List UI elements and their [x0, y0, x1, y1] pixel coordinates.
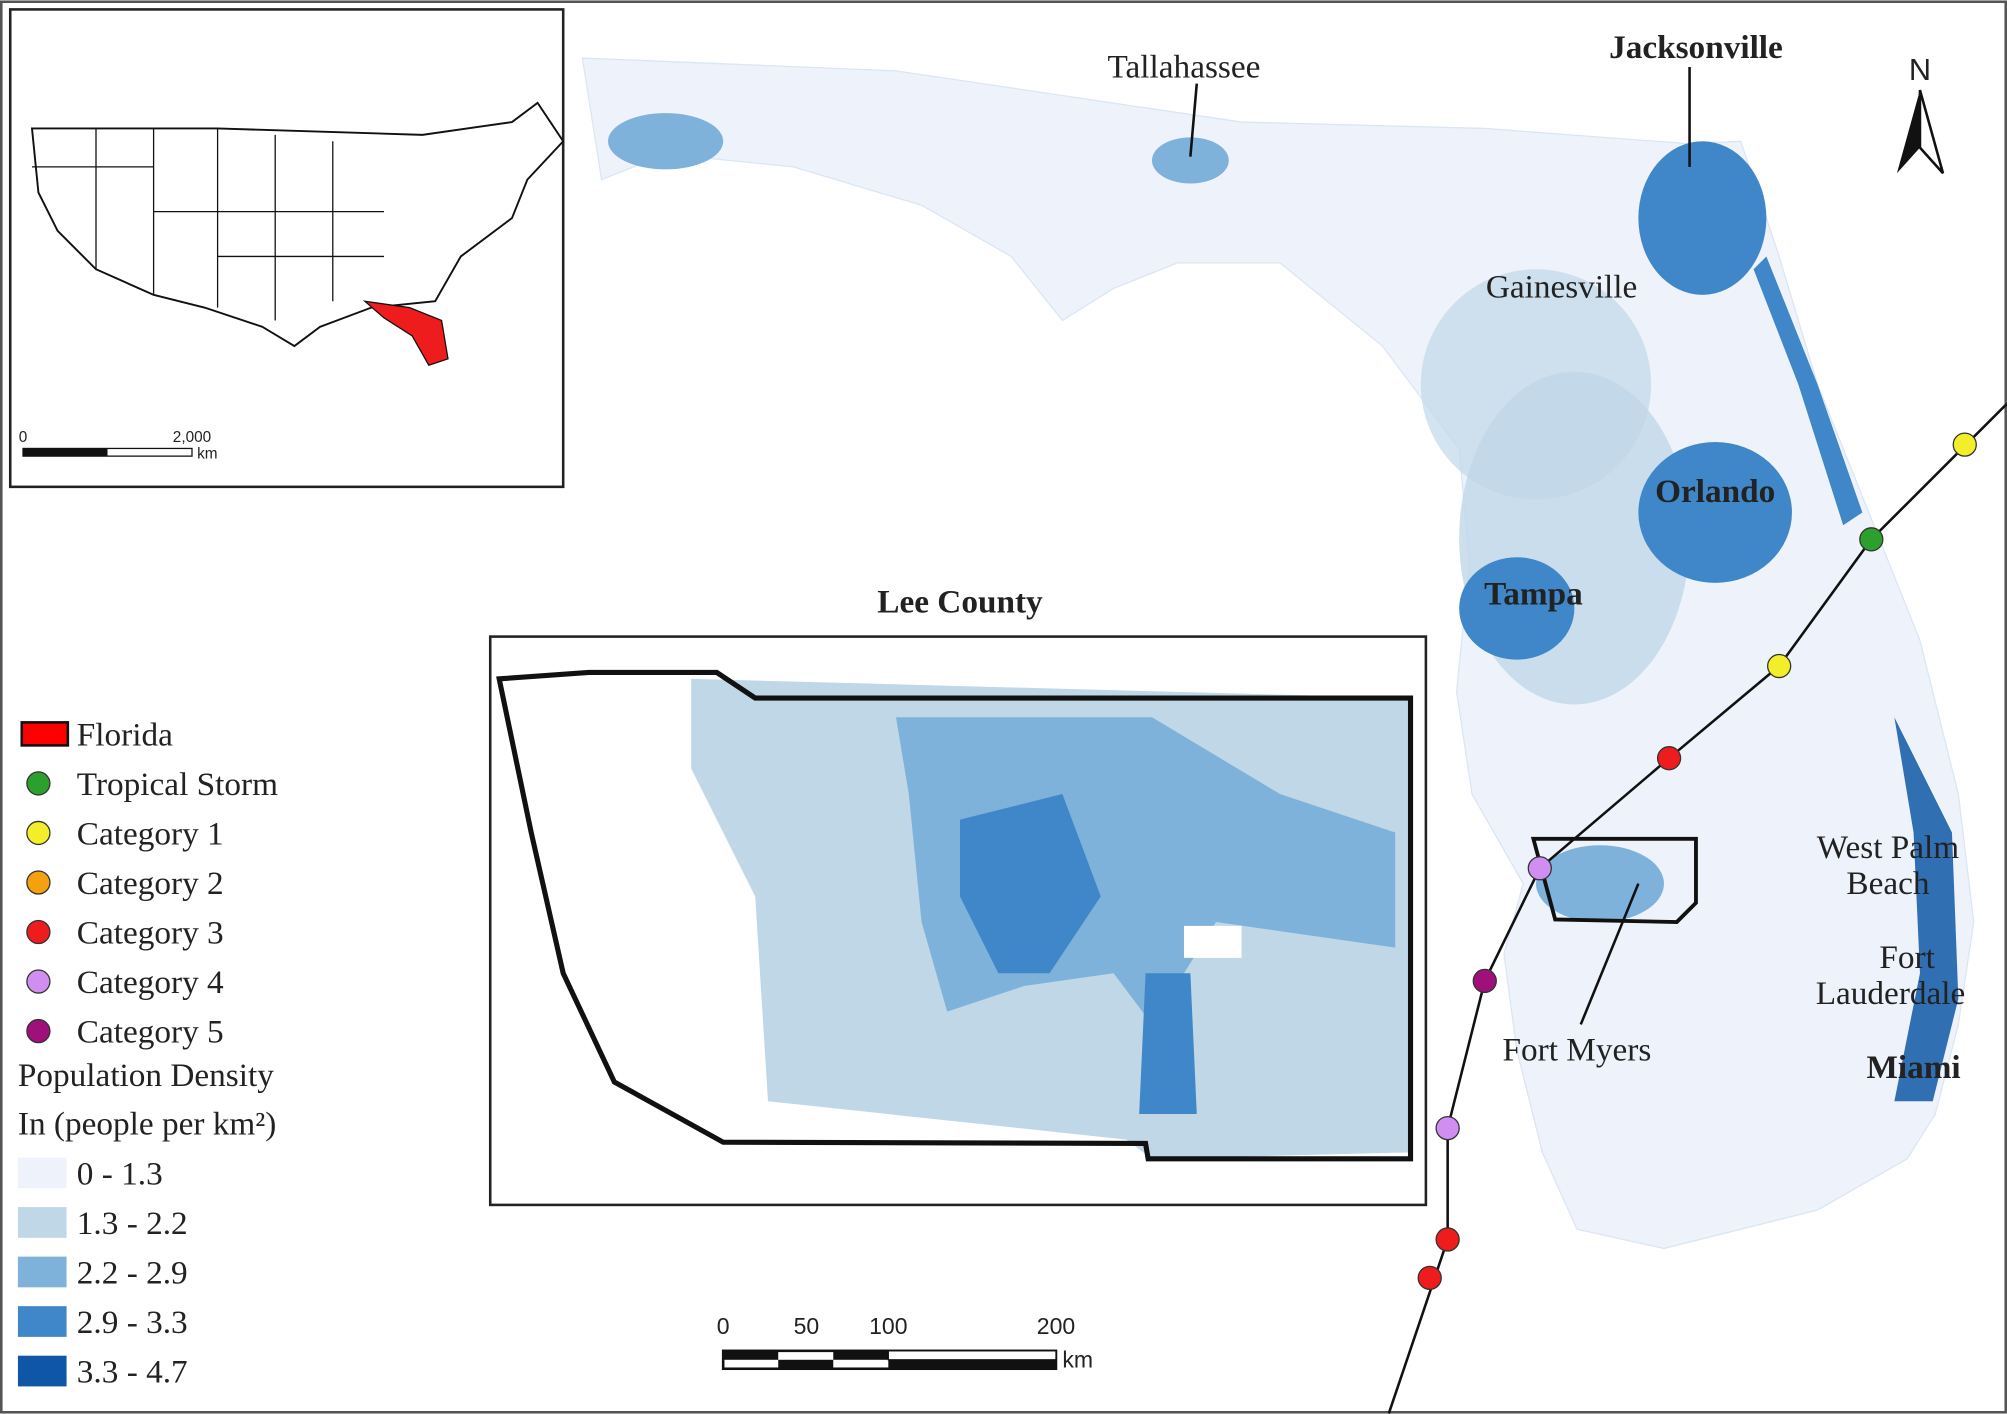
city-label: Orlando: [1655, 473, 1775, 510]
leaders: [1189, 67, 1691, 1025]
north-arrow: N: [1896, 52, 1945, 175]
legend-swatch: [17, 1256, 67, 1288]
scale-label: 0: [717, 1313, 730, 1339]
scale-label: 50: [794, 1313, 820, 1339]
legend-label: Florida: [77, 716, 173, 753]
legend-heading: Population Density: [18, 1057, 274, 1094]
scale-unit: km: [1062, 1346, 1093, 1372]
legend: Florida Tropical Storm Category 1 Category …: [17, 716, 278, 1391]
legend-heading: In (people per km²): [18, 1106, 276, 1143]
legend-marker: [26, 919, 51, 945]
legend-label: Category 4: [77, 964, 224, 1001]
scale-label: 100: [869, 1313, 907, 1339]
city-label: Tallahassee: [1108, 48, 1261, 85]
city-label: Tampa: [1484, 576, 1583, 613]
scale-label: 200: [1037, 1313, 1075, 1339]
lee-inset: Lee County: [488, 583, 1428, 1207]
scale-bar: 0 50 100 200 km: [717, 1313, 1093, 1372]
legend-swatch: [17, 1207, 67, 1238]
legend-label: 2.9 - 3.3: [77, 1304, 188, 1341]
legend-label: Category 5: [77, 1014, 224, 1051]
city-label: Gainesville: [1486, 268, 1638, 305]
scale-unit: km: [197, 446, 217, 463]
city-label: Fort Myers: [1503, 1031, 1652, 1068]
legend-marker: [26, 969, 51, 994]
legend-label: 3.3 - 4.7: [77, 1354, 188, 1391]
legend-swatch: [17, 1157, 67, 1189]
florida: [581, 57, 1975, 1250]
city-label: Beach: [1846, 865, 1929, 902]
legend-label: 1.3 - 2.2: [77, 1205, 188, 1242]
legend-label: Category 2: [77, 865, 224, 902]
scale-label: 0: [19, 429, 28, 446]
legend-marker: [26, 820, 51, 846]
legend-marker: [26, 1018, 51, 1044]
legend-label: Category 1: [77, 815, 224, 852]
legend-label: Tropical Storm: [77, 766, 278, 803]
legend-swatch: [17, 1355, 67, 1387]
inset-title: Lee County: [877, 583, 1043, 620]
city-label: Miami: [1866, 1049, 1960, 1086]
city-label: Lauderdale: [1816, 975, 1966, 1012]
north-label: N: [1909, 52, 1931, 87]
city-label: Fort: [1879, 939, 1935, 976]
legend-label: Category 3: [77, 915, 224, 952]
city-label: West Palm: [1817, 829, 1960, 866]
city-label: Jacksonville: [1609, 29, 1783, 66]
legend-label: 0 - 1.3: [77, 1155, 163, 1192]
legend-swatch: [17, 1306, 67, 1337]
legend-marker: [26, 870, 51, 895]
us-inset: 0 2,000 km: [8, 8, 565, 489]
legend-marker: [26, 771, 51, 796]
hurricane-track: [1387, 402, 2007, 1414]
scale-label: 2,000: [173, 429, 211, 446]
legend-swatch: [20, 721, 70, 747]
legend-label: 2.2 - 2.9: [77, 1255, 188, 1292]
